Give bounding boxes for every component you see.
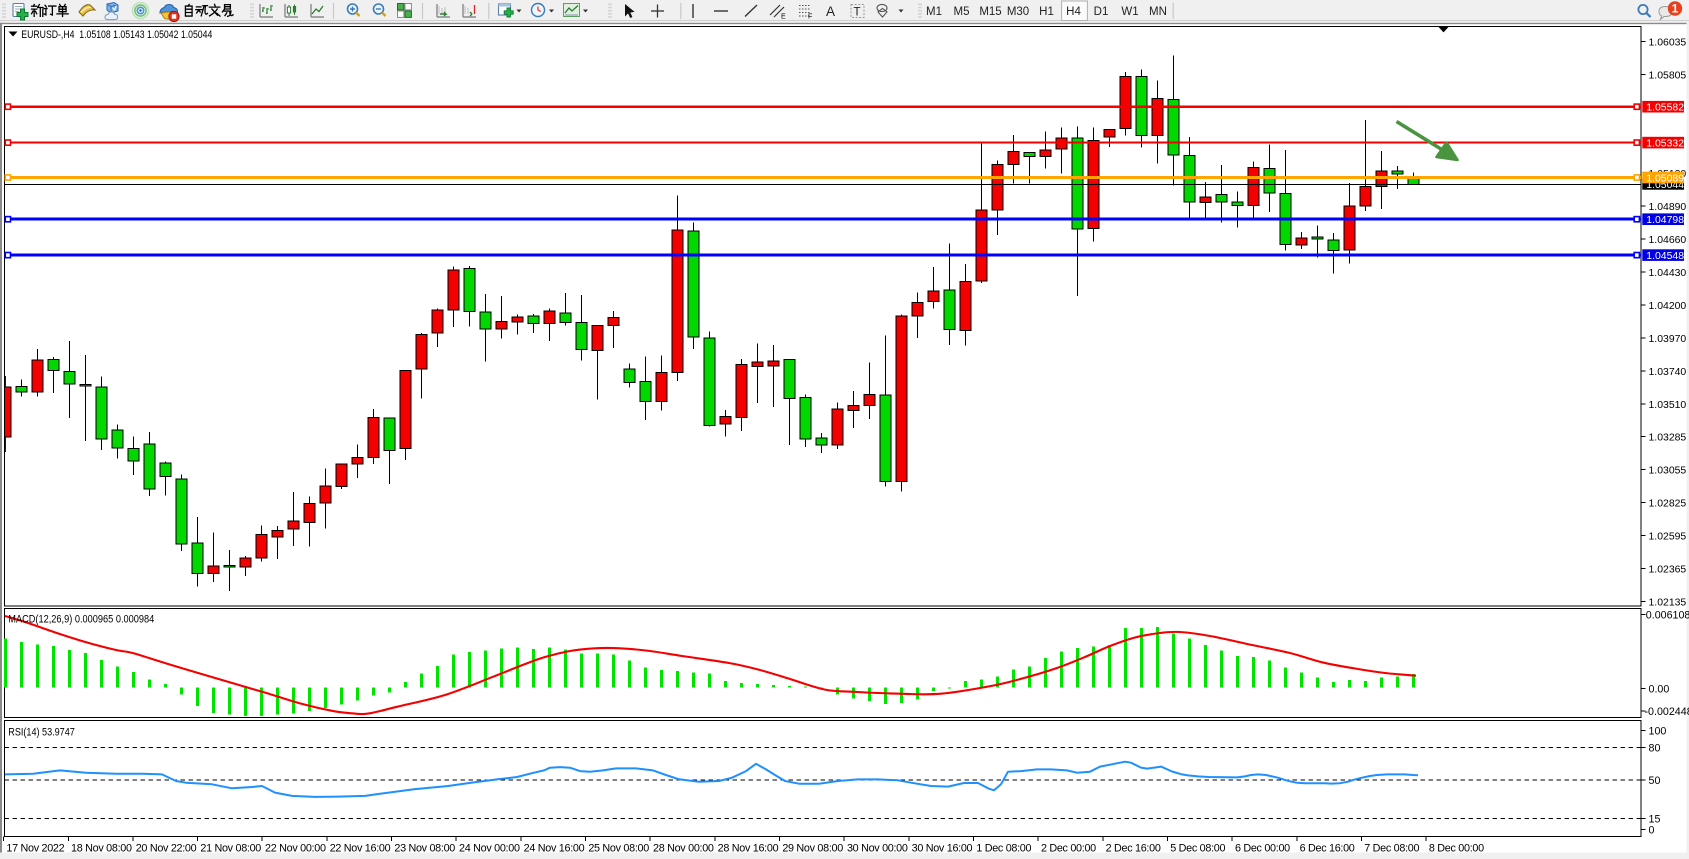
svg-text:1.03740: 1.03740 bbox=[1649, 367, 1687, 378]
svg-text:A: A bbox=[826, 4, 835, 19]
svg-text:H4: H4 bbox=[1066, 6, 1081, 18]
svg-text:0.006108: 0.006108 bbox=[1646, 609, 1689, 621]
svg-text:50: 50 bbox=[1649, 775, 1661, 787]
svg-text:T: T bbox=[854, 7, 861, 19]
svg-text:17 Nov 2022: 17 Nov 2022 bbox=[6, 843, 64, 855]
svg-text:1: 1 bbox=[1672, 2, 1679, 16]
svg-text:MN: MN bbox=[1149, 6, 1167, 18]
svg-text:30 Nov 00:00: 30 Nov 00:00 bbox=[847, 843, 908, 855]
svg-text:1.03055: 1.03055 bbox=[1649, 466, 1687, 477]
svg-text:H1: H1 bbox=[1039, 6, 1054, 18]
svg-text:M15: M15 bbox=[979, 6, 1001, 18]
svg-text:E: E bbox=[781, 14, 786, 21]
svg-text:EURUSD-,H4 1.05108 1.05143 1.: EURUSD-,H4 1.05108 1.05143 1.05042 1.050… bbox=[21, 29, 212, 41]
svg-text:1.02595: 1.02595 bbox=[1649, 532, 1687, 543]
svg-text:D1: D1 bbox=[1094, 6, 1109, 18]
svg-text:100: 100 bbox=[1649, 726, 1667, 738]
svg-text:20 Nov 22:00: 20 Nov 22:00 bbox=[136, 843, 197, 855]
svg-text:1.05805: 1.05805 bbox=[1649, 71, 1687, 82]
svg-text:28 Nov 00:00: 28 Nov 00:00 bbox=[653, 843, 714, 855]
svg-text:80: 80 bbox=[1649, 742, 1661, 754]
svg-text:1.04660: 1.04660 bbox=[1649, 235, 1687, 246]
svg-text:1.05044: 1.05044 bbox=[1646, 180, 1684, 191]
svg-text:1.05582: 1.05582 bbox=[1646, 103, 1684, 114]
svg-text:1.04200: 1.04200 bbox=[1649, 301, 1687, 312]
svg-text:0: 0 bbox=[1649, 825, 1655, 837]
svg-text:29 Nov 08:00: 29 Nov 08:00 bbox=[782, 843, 843, 855]
svg-text:M1: M1 bbox=[926, 6, 942, 18]
svg-text:1.03285: 1.03285 bbox=[1649, 433, 1687, 444]
svg-text:23 Nov 08:00: 23 Nov 08:00 bbox=[394, 843, 455, 855]
svg-text:1.02135: 1.02135 bbox=[1649, 598, 1687, 609]
svg-text:21 Nov 08:00: 21 Nov 08:00 bbox=[200, 843, 261, 855]
svg-text:28 Nov 16:00: 28 Nov 16:00 bbox=[718, 843, 779, 855]
svg-text:F: F bbox=[808, 14, 812, 21]
svg-text:M5: M5 bbox=[954, 6, 970, 18]
svg-text:1.05089: 1.05089 bbox=[1646, 173, 1684, 184]
svg-text:6 Dec 16:00: 6 Dec 16:00 bbox=[1300, 843, 1355, 855]
svg-text:25 Nov 08:00: 25 Nov 08:00 bbox=[588, 843, 649, 855]
svg-text:22 Nov 00:00: 22 Nov 00:00 bbox=[265, 843, 326, 855]
svg-text:1.05332: 1.05332 bbox=[1646, 138, 1684, 149]
svg-text:7 Dec 08:00: 7 Dec 08:00 bbox=[1364, 843, 1419, 855]
svg-text:W1: W1 bbox=[1121, 6, 1138, 18]
svg-text:-0.002448: -0.002448 bbox=[1645, 706, 1689, 718]
svg-text:5 Dec 08:00: 5 Dec 08:00 bbox=[1170, 843, 1225, 855]
svg-text:22 Nov 16:00: 22 Nov 16:00 bbox=[330, 843, 391, 855]
svg-text:24 Nov 00:00: 24 Nov 00:00 bbox=[459, 843, 520, 855]
svg-text:1.04890: 1.04890 bbox=[1649, 202, 1687, 213]
svg-text:15: 15 bbox=[1649, 814, 1661, 826]
svg-text:1.04798: 1.04798 bbox=[1646, 215, 1684, 226]
svg-text:24 Nov 16:00: 24 Nov 16:00 bbox=[524, 843, 585, 855]
svg-text:18 Nov 08:00: 18 Nov 08:00 bbox=[71, 843, 132, 855]
svg-text:1.03970: 1.03970 bbox=[1649, 334, 1687, 345]
svg-text:2 Dec 00:00: 2 Dec 00:00 bbox=[1041, 843, 1096, 855]
svg-text:1.03510: 1.03510 bbox=[1649, 400, 1687, 411]
svg-text:30 Nov 16:00: 30 Nov 16:00 bbox=[912, 843, 973, 855]
svg-text:0.00: 0.00 bbox=[1649, 684, 1670, 696]
svg-text:1.02825: 1.02825 bbox=[1649, 499, 1687, 510]
svg-text:1.06035: 1.06035 bbox=[1649, 38, 1687, 49]
svg-text:1.04548: 1.04548 bbox=[1646, 251, 1684, 262]
svg-text:MACD(12,26,9) 0.000965 0.00098: MACD(12,26,9) 0.000965 0.000984 bbox=[8, 614, 154, 626]
svg-text:M30: M30 bbox=[1007, 6, 1029, 18]
svg-text:2 Dec 16:00: 2 Dec 16:00 bbox=[1106, 843, 1161, 855]
svg-text:8 Dec 00:00: 8 Dec 00:00 bbox=[1429, 843, 1484, 855]
svg-text:RSI(14) 53.9747: RSI(14) 53.9747 bbox=[8, 727, 75, 739]
svg-text:1.04430: 1.04430 bbox=[1649, 268, 1687, 279]
svg-text:1 Dec 08:00: 1 Dec 08:00 bbox=[976, 843, 1031, 855]
svg-text:1.02365: 1.02365 bbox=[1649, 565, 1687, 576]
svg-text:6 Dec 00:00: 6 Dec 00:00 bbox=[1235, 843, 1290, 855]
